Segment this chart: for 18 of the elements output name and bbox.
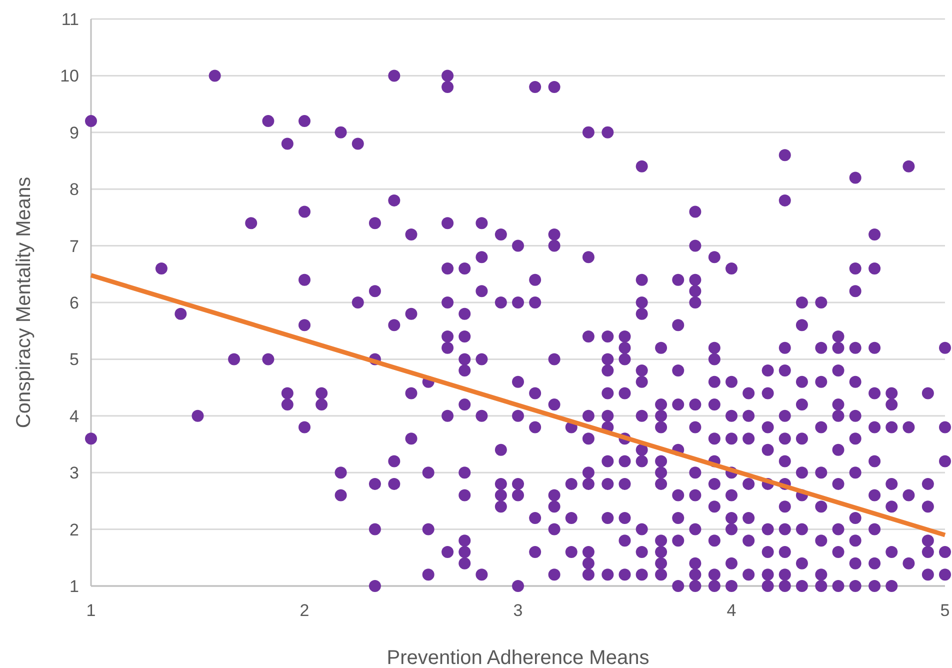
x-tick-label: 5 [940,601,950,620]
y-tick-label: 10 [60,66,79,86]
x-tick-label: 1 [86,601,96,620]
y-tick-label: 3 [70,464,79,483]
x-axis-title: Prevention Adherence Means [386,647,650,668]
x-tick-label: 4 [726,601,736,620]
x-tick-label: 2 [300,601,310,620]
y-tick-label: 7 [70,236,79,256]
y-tick-label: 2 [70,520,79,540]
y-tick-label: 1 [70,576,79,596]
y-tick-label: 5 [70,350,79,370]
x-tick-label: 3 [513,601,523,620]
y-tick-label: 6 [70,293,79,312]
y-tick-label: 11 [61,10,79,29]
y-tick-label: 8 [70,180,79,200]
y-tick-label: 9 [70,123,79,142]
y-axis-title: Conspiracy Mentality Means [13,176,35,428]
y-tick-label: 4 [70,406,79,426]
